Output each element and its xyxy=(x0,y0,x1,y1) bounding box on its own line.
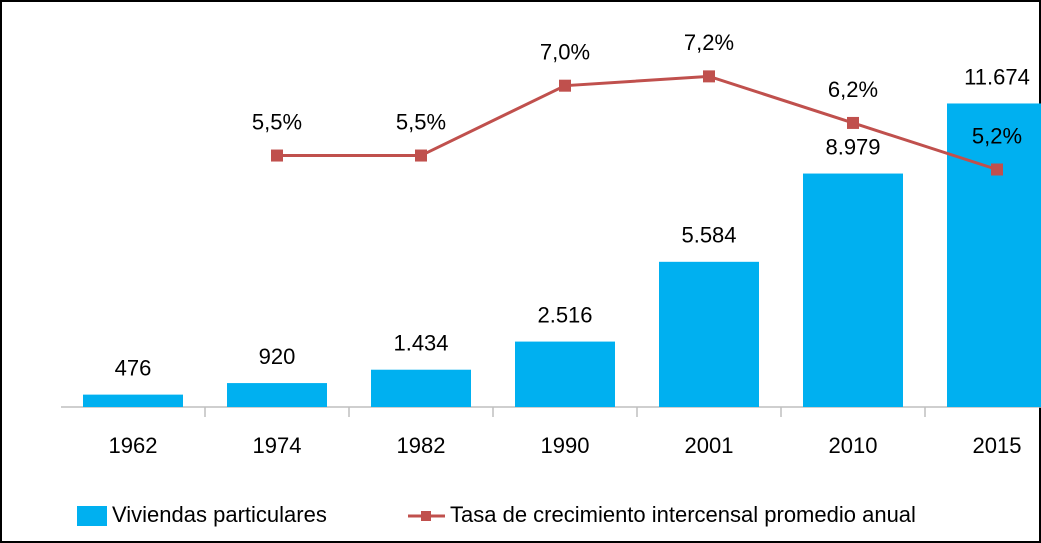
line-marker xyxy=(991,163,1003,176)
line-marker xyxy=(847,116,859,129)
bar-value-label: 11.674 xyxy=(964,64,1030,89)
bar-value-label: 2.516 xyxy=(537,302,592,327)
bar xyxy=(371,369,471,407)
line-value-label: 5,5% xyxy=(252,109,302,134)
line-value-label: 5,2% xyxy=(972,123,1022,148)
legend-swatch xyxy=(421,511,431,521)
line-marker xyxy=(415,149,427,162)
line xyxy=(277,74,998,171)
bar xyxy=(227,383,327,407)
x-tick-label: 2001 xyxy=(685,433,734,458)
line-marker xyxy=(271,149,283,162)
x-tick-label: 1974 xyxy=(253,433,302,458)
bar-value-label: 1.434 xyxy=(393,331,448,356)
bar-value-label: 5.584 xyxy=(681,223,736,248)
bar xyxy=(515,341,615,407)
x-tick-label: 1982 xyxy=(397,433,446,458)
legend-swatch xyxy=(77,506,107,526)
legend-label: Tasa de crecimiento intercensal promedio… xyxy=(450,502,916,527)
x-tick-label: 1962 xyxy=(109,433,158,458)
bar xyxy=(947,103,1041,407)
x-tick-label: 2015 xyxy=(973,433,1022,458)
legend-label: Viviendas particulares xyxy=(112,502,327,527)
bar-value-label: 920 xyxy=(259,344,296,369)
bar xyxy=(659,261,759,407)
line-value-label: 7,0% xyxy=(540,39,590,64)
line-value-label: 6,2% xyxy=(828,77,878,102)
x-tick-label: 2010 xyxy=(829,433,878,458)
line-value-label: 5,5% xyxy=(396,109,446,134)
bar xyxy=(83,394,183,407)
x-tick-label: 1990 xyxy=(541,433,590,458)
line-value-label: 7,2% xyxy=(684,30,734,55)
line-marker xyxy=(703,70,715,83)
bar-value-label: 476 xyxy=(115,355,152,380)
bar xyxy=(803,173,903,407)
line-marker xyxy=(559,79,571,92)
bar-value-label: 8.979 xyxy=(825,134,880,159)
